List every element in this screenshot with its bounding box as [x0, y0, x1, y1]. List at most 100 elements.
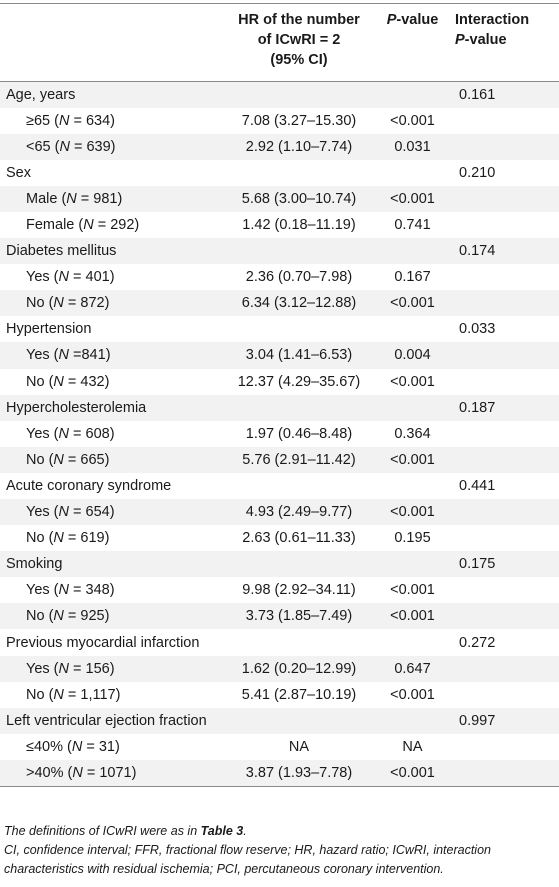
group-label: Previous myocardial infarction	[6, 634, 200, 651]
subgroup-label: No (N = 925)	[26, 608, 110, 625]
group-p-empty	[372, 82, 453, 108]
hazard-ratio: 5.76 (2.91–11.42)	[242, 451, 356, 468]
group-hr-empty	[226, 160, 372, 186]
p-value: 0.647	[394, 660, 431, 677]
group-row: Previous myocardial infarction 0.272	[0, 629, 559, 655]
subgroup-row: No (N = 925) 3.73 (1.85–7.49) <0.001	[0, 603, 559, 630]
group-p-empty	[372, 629, 453, 655]
interaction-empty	[453, 525, 559, 551]
subgroup-label: >40% (N = 1071)	[0, 759, 226, 787]
subgroup-row: Yes (N = 156) 1.62 (0.20–12.99) 0.647	[0, 655, 559, 682]
interaction-empty	[453, 134, 559, 160]
subgroup-label: No (N = 619)	[26, 530, 110, 547]
group-hr-empty	[226, 551, 372, 577]
hazard-ratio: 2.36 (0.70–7.98)	[245, 269, 353, 286]
interaction-empty	[453, 421, 559, 447]
subgroup-row: No (N = 619) 2.63 (0.61–11.33) 0.195	[0, 525, 559, 551]
hazard-ratio: 4.93 (2.49–9.77)	[245, 504, 353, 521]
footnote-line-2: CI, confidence interval; FFR, fractional…	[4, 843, 491, 876]
p-value: <0.001	[390, 112, 435, 129]
group-row: Smoking 0.175	[0, 551, 559, 578]
group-p-empty	[372, 551, 453, 577]
group-row: Hypercholesterolemia 0.187	[0, 394, 559, 421]
subgroup-row: Male (N = 981) 5.68 (3.00–10.74) <0.001	[0, 185, 559, 212]
group-label: Hypertension	[6, 321, 92, 338]
hazard-ratio: 6.34 (3.12–12.88)	[241, 295, 357, 312]
subgroup-row: >40% (N = 1071) 3.87 (1.93–7.78) <0.001	[0, 759, 559, 787]
group-hr-empty	[226, 238, 372, 264]
hazard-ratio: NA	[288, 738, 310, 755]
hazard-ratio: 1.97 (0.46–8.48)	[245, 425, 353, 442]
group-label: Hypercholesterolemia	[6, 399, 147, 416]
interaction-p-value: 0.210	[459, 164, 496, 181]
subgroup-label: <65 (N = 639)	[26, 138, 116, 155]
group-label: Acute coronary syndrome	[6, 477, 172, 494]
group-row: Acute coronary syndrome 0.441	[0, 473, 559, 499]
group-p-empty	[372, 160, 453, 186]
p-value: <0.001	[390, 582, 435, 599]
subgroup-row: No (N = 665) 5.76 (2.91–11.42) <0.001	[0, 446, 559, 473]
interaction-empty	[453, 369, 559, 395]
group-hr-empty	[226, 395, 372, 421]
p-value: 0.195	[394, 530, 431, 547]
group-row: Left ventricular ejection fraction 0.997	[0, 707, 559, 734]
p-value: 0.364	[394, 425, 431, 442]
header-interaction-p-value: Interaction P-value	[453, 3, 559, 82]
p-value: NA	[402, 738, 423, 755]
subgroup-row: Yes (N = 401) 2.36 (0.70–7.98) 0.167	[0, 264, 559, 290]
interaction-empty	[453, 682, 559, 708]
interaction-p-value: 0.033	[459, 321, 496, 338]
p-value: <0.001	[372, 759, 453, 787]
interaction-p-value: 0.441	[459, 477, 496, 494]
hazard-ratio: 1.62 (0.20–12.99)	[241, 660, 357, 677]
group-p-empty	[372, 708, 453, 734]
footnote-line-1: The definitions of ICwRI were as in Tabl…	[4, 824, 247, 838]
group-label: Smoking	[6, 556, 63, 573]
header-p-value: P-value	[372, 3, 453, 82]
hazard-ratio: 9.98 (2.92–34.11)	[242, 582, 356, 599]
subgroup-label: Yes (N = 401)	[26, 269, 115, 286]
subgroup-label: Female (N = 292)	[26, 217, 140, 234]
p-value: <0.001	[390, 451, 435, 468]
group-p-empty	[372, 238, 453, 264]
header-subgroup	[0, 3, 226, 82]
group-hr-empty	[226, 629, 372, 655]
subgroup-label: No (N = 872)	[26, 295, 110, 312]
hazard-ratio: 3.87 (1.93–7.78)	[226, 759, 372, 787]
subgroup-label: Yes (N = 608)	[26, 425, 115, 442]
hazard-ratio: 7.08 (3.27–15.30)	[241, 112, 357, 129]
subgroup-row: No (N = 432) 12.37 (4.29–35.67) <0.001	[0, 369, 559, 395]
interaction-empty	[453, 342, 559, 368]
group-label: Diabetes mellitus	[6, 243, 117, 260]
hazard-ratio: 2.92 (1.10–7.74)	[245, 138, 353, 155]
subgroup-label: No (N = 432)	[26, 373, 110, 390]
subgroup-row: Yes (N = 654) 4.93 (2.49–9.77) <0.001	[0, 499, 559, 526]
hazard-ratio: 2.63 (0.61–11.33)	[242, 530, 356, 547]
interaction-empty	[453, 264, 559, 290]
subgroup-row: Female (N = 292) 1.42 (0.18–11.19) 0.741	[0, 212, 559, 238]
table-header-row: HR of the number of ICwRI = 2 (95% CI) P…	[0, 3, 559, 82]
header-hr: HR of the number of ICwRI = 2 (95% CI)	[226, 3, 372, 82]
interaction-empty	[453, 577, 559, 603]
subgroup-label: No (N = 665)	[26, 451, 110, 468]
group-p-empty	[372, 473, 453, 499]
subgroup-row: No (N = 872) 6.34 (3.12–12.88) <0.001	[0, 290, 559, 317]
p-value: 0.167	[394, 269, 431, 286]
subgroup-row: <65 (N = 639) 2.92 (1.10–7.74) 0.031	[0, 133, 559, 160]
table-body: Age, years 0.161 ≥65 (N = 634) 7.08 (3.27–1…	[0, 81, 559, 787]
p-value: <0.001	[390, 190, 435, 207]
hazard-ratio: 5.68 (3.00–10.74)	[241, 190, 357, 207]
subgroup-row: Yes (N = 348) 9.98 (2.92–34.11) <0.001	[0, 577, 559, 603]
subgroup-label: Yes (N = 654)	[26, 504, 115, 521]
subgroup-label: No (N = 1,117)	[26, 686, 121, 703]
interaction-p-value: 0.175	[459, 556, 496, 573]
interaction-p-value: 0.161	[459, 86, 496, 103]
hazard-ratio: 3.73 (1.85–7.49)	[245, 608, 353, 625]
group-row: Sex 0.210	[0, 160, 559, 186]
subgroup-label: ≤40% (N = 31)	[26, 738, 120, 755]
p-value: <0.001	[390, 504, 435, 521]
p-value: <0.001	[390, 295, 435, 312]
subgroup-label: Yes (N = 156)	[26, 660, 115, 677]
group-p-empty	[372, 395, 453, 421]
interaction-empty	[453, 447, 559, 473]
